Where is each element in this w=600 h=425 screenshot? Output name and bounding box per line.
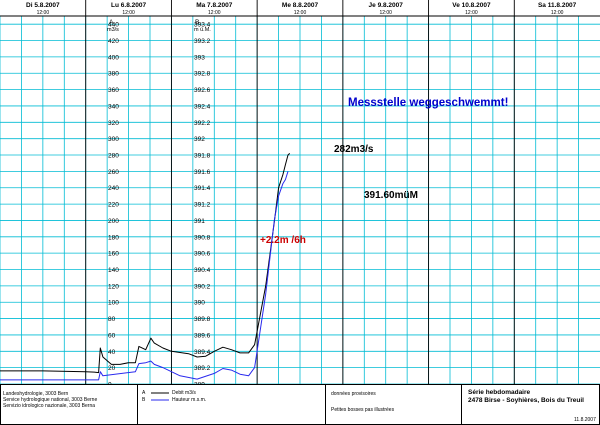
axis-b-tick: 390.4 <box>194 267 211 274</box>
annotation-peak-level: 391.60müM <box>364 190 418 201</box>
station-name: 2478 Birse - Soyhières, Bois du Treuil <box>468 397 584 404</box>
axis-a-tick: 140 <box>108 267 119 274</box>
axis-a-tick: 340 <box>108 103 119 110</box>
axis-b-tick: 389.8 <box>194 316 211 323</box>
grid-lines <box>0 16 600 385</box>
legend-b-text: Hauteur m.s.m. <box>172 397 206 403</box>
axis-a-tick: 80 <box>108 316 116 323</box>
axis-a-tick: 420 <box>108 38 119 45</box>
axis-b-tick: 390.6 <box>194 251 211 258</box>
axis-a-tick: 380 <box>108 71 119 78</box>
axis-b-tick: 390 <box>194 300 205 307</box>
axis-b-tick: 391.8 <box>194 153 211 160</box>
axis-a-tick: 220 <box>108 202 119 209</box>
org-line-2: Service hydrologique national, 3003 Bern… <box>3 397 97 403</box>
axis-a-tick: 20 <box>108 365 116 372</box>
legend-b-letter: B <box>142 397 146 403</box>
axis-a-tick: 440 <box>108 22 119 29</box>
noon-label: 12:00 <box>208 10 221 16</box>
axis-b-tick: 390.2 <box>194 283 211 290</box>
axis-b-tick: 392.6 <box>194 87 211 94</box>
series-lines <box>0 153 291 381</box>
noon-label: 12:00 <box>122 10 135 16</box>
day-label: Sa 11.8.2007 <box>538 2 577 9</box>
axis-a-tick: 360 <box>108 87 119 94</box>
org-line-1: Landeshydrologie, 3003 Bern <box>3 391 69 397</box>
axis-a-letter: A <box>109 19 114 26</box>
org-line-3: Servizio idrologico nazionale, 3003 Bern… <box>3 403 95 409</box>
axis-a-tick: 160 <box>108 251 119 258</box>
axis-b-tick: 392.4 <box>194 103 211 110</box>
axis-b: B m ü.M. 393.4 393.2 393 392.8 392.6 392.4 392… <box>194 19 211 389</box>
axis-b-tick: 391 <box>194 218 205 225</box>
day-label: Je 9.8.2007 <box>369 2 404 9</box>
axis-a-unit: m3/s <box>107 27 119 33</box>
noon-label: 12:00 <box>551 10 564 16</box>
axis-a-tick: 60 <box>108 332 116 339</box>
axis-a-tick: 180 <box>108 234 119 241</box>
axis-a-tick: 240 <box>108 185 119 192</box>
axis-a-tick: 260 <box>108 169 119 176</box>
axis-b-tick: 389.4 <box>194 349 211 356</box>
axis-b-tick: 389.6 <box>194 332 211 339</box>
axis-b-tick: 392.2 <box>194 120 211 127</box>
annotation-rise-rate: +2.2m /6h <box>260 235 306 246</box>
axis-a-tick: 40 <box>108 349 116 356</box>
axis-b-tick: 393.4 <box>194 22 211 29</box>
noon-label: 12:00 <box>379 10 392 16</box>
axis-a-tick: 200 <box>108 218 119 225</box>
axis-a-tick: 100 <box>108 300 119 307</box>
axis-b-tick: 391.4 <box>194 185 211 192</box>
axis-b-tick: 392.8 <box>194 71 211 78</box>
axis-a: A m3/s 440 420 400 380 360 340 320 300 280 260 240… <box>107 19 119 389</box>
legend-a-letter: A <box>142 390 146 396</box>
axis-b-tick: 392 <box>194 136 205 143</box>
day-label: Ma 7.8.2007 <box>196 2 233 9</box>
axis-b-tick: 391.2 <box>194 202 211 209</box>
axis-b-tick: 393.2 <box>194 38 211 45</box>
axis-a-tick: 120 <box>108 283 119 290</box>
axis-b-tick: 389.2 <box>194 365 211 372</box>
day-label: Ve 10.8.2007 <box>452 2 491 9</box>
noon-label: 12:00 <box>37 10 50 16</box>
level-series-line <box>0 171 289 381</box>
axis-a-tick: 280 <box>108 153 119 160</box>
axis-b-tick: 390.8 <box>194 234 211 241</box>
footer: Landeshydrologie, 3003 Bern Service hydr… <box>0 384 600 425</box>
day-divider-lines <box>0 0 600 384</box>
axis-a-tick: 300 <box>108 136 119 143</box>
footer-date: 11.8.2007 <box>574 417 596 423</box>
legend-a-text: Debit m3/s <box>172 390 196 396</box>
axis-b-letter: B <box>195 19 199 26</box>
annotation-peak-flow: 282m3/s <box>334 144 374 155</box>
provisional-note: données provisoires <box>331 391 376 397</box>
series-title: Série hebdomadaire <box>468 389 531 396</box>
axis-a-tick: 320 <box>108 120 119 127</box>
axis-a-tick: 400 <box>108 54 119 61</box>
dots-note: Petites bosses pas illustrées <box>331 407 395 413</box>
axis-b-unit: m ü.M. <box>194 27 211 33</box>
flow-series-line <box>0 153 291 374</box>
annotation-washed-away: Messstelle weggeschwemmt! <box>348 97 508 109</box>
axis-b-tick: 393 <box>194 54 205 61</box>
noon-label: 12:00 <box>465 10 478 16</box>
day-label: Di 5.8.2007 <box>26 2 60 9</box>
day-label: Me 8.8.2007 <box>282 2 319 9</box>
axis-b-tick: 391.6 <box>194 169 211 176</box>
noon-label: 12:00 <box>294 10 307 16</box>
day-label: Lu 6.8.2007 <box>111 2 146 9</box>
